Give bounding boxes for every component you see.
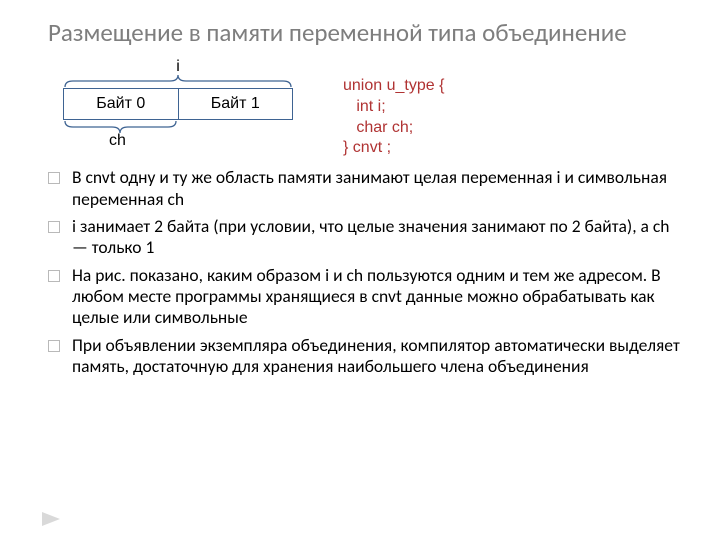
code-line: char ch; bbox=[343, 119, 413, 136]
byte-diagram: i Байт 0 Байт 1 ch bbox=[63, 58, 293, 150]
list-item: При объявлении экземпляра объединения, к… bbox=[48, 335, 682, 378]
list-item: На рис. показано, каким образом i и ch п… bbox=[48, 265, 682, 329]
top-brace-icon bbox=[63, 74, 293, 88]
slide-title: Размещение в памяти переменной типа объе… bbox=[48, 18, 682, 48]
code-line: } cnvt ; bbox=[343, 139, 391, 156]
bullet-list: В cnvt одну и ту же область памяти заним… bbox=[48, 167, 682, 377]
byte0-cell: Байт 0 bbox=[64, 89, 179, 119]
list-item: В cnvt одну и ту же область памяти заним… bbox=[48, 167, 682, 210]
arrow-icon bbox=[42, 512, 60, 526]
code-block: union u_type { int i; char ch; } cnvt ; bbox=[343, 76, 444, 159]
byte-row: Байт 0 Байт 1 bbox=[63, 88, 293, 120]
code-line: int i; bbox=[343, 98, 386, 115]
list-item: i занимает 2 байта (при условии, что цел… bbox=[48, 216, 682, 259]
diagram-area: i Байт 0 Байт 1 ch union u_type { int i; bbox=[63, 58, 682, 159]
byte1-cell: Байт 1 bbox=[179, 89, 293, 119]
code-line: union u_type { bbox=[343, 77, 444, 94]
bottom-brace-icon bbox=[63, 120, 178, 134]
ch-label: ch bbox=[109, 132, 293, 150]
